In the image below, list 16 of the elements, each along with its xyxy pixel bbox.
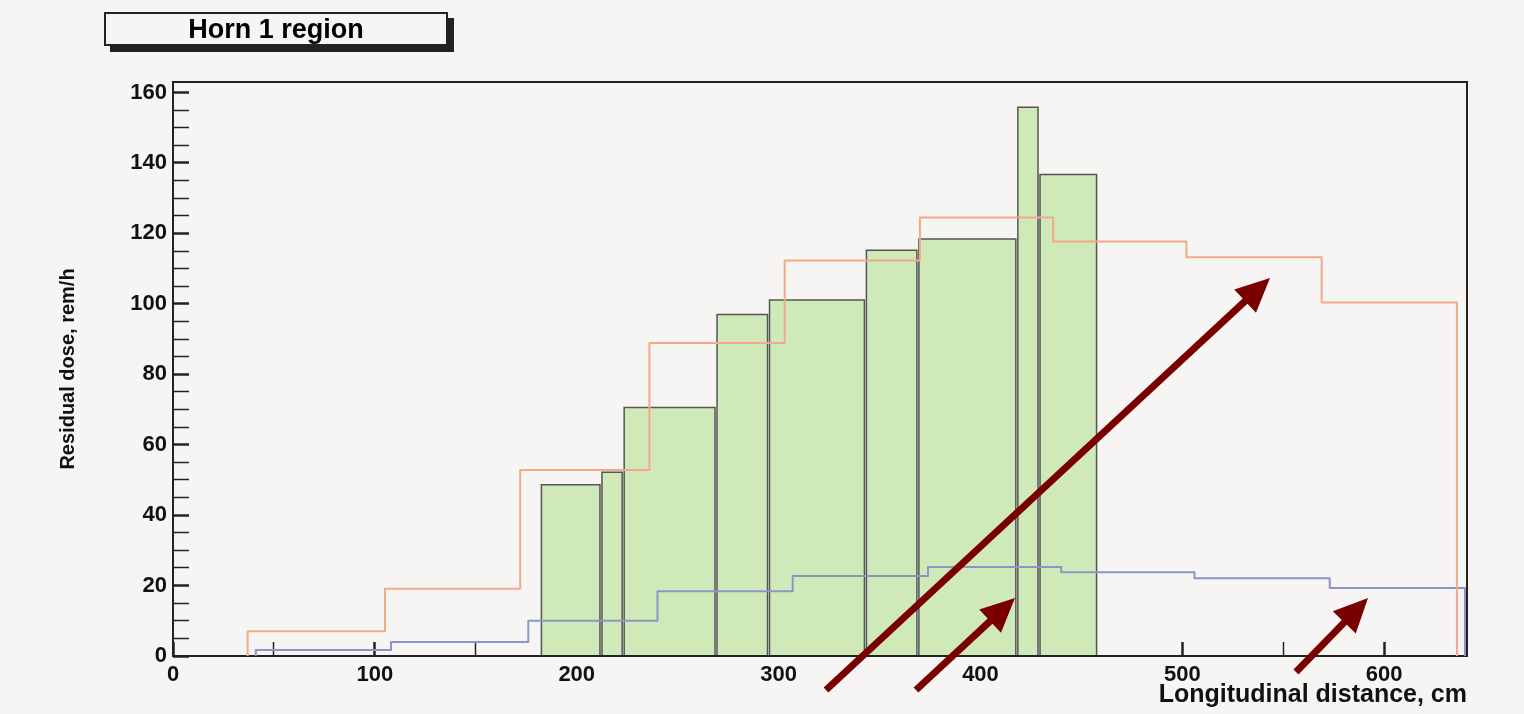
x-tick-label: 300	[760, 661, 797, 687]
x-tick-label: 600	[1365, 661, 1403, 687]
y-tick-label: 140	[130, 149, 167, 175]
y-tick-label: 60	[142, 430, 167, 456]
x-tick-label: 100	[356, 661, 394, 687]
x-tick-label: 200	[558, 661, 596, 687]
y-axis-title: Residual dose, rem/h	[55, 268, 78, 470]
y-tick-label: 100	[130, 289, 167, 315]
chart-title: Horn 1 region	[104, 12, 448, 46]
y-tick-label: 80	[142, 360, 167, 386]
x-tick-label: 400	[962, 661, 999, 687]
y-tick-label: 160	[130, 78, 167, 104]
y-tick-label: 40	[142, 501, 167, 527]
y-tick-label: 0	[154, 642, 167, 668]
y-tick-label: 120	[130, 219, 167, 245]
y-tick-label: 20	[142, 571, 167, 597]
